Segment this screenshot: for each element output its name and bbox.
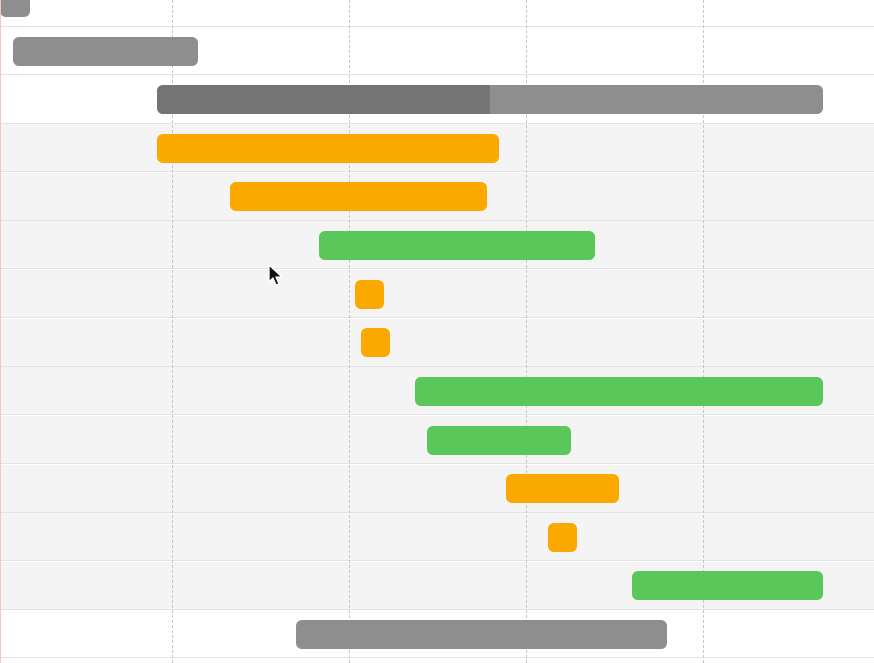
task-bar[interactable]	[506, 474, 619, 503]
gantt-row-12	[0, 562, 874, 610]
summary-bar[interactable]	[296, 620, 667, 649]
gantt-row-0	[0, 0, 874, 27]
task-bar[interactable]	[548, 523, 577, 552]
gantt-row-6	[0, 270, 874, 318]
task-bar[interactable]	[319, 231, 595, 260]
grid-line	[349, 0, 350, 663]
gantt-row-7	[0, 319, 874, 367]
task-bar[interactable]	[355, 280, 384, 309]
left-border	[0, 0, 1, 663]
grid-line	[172, 0, 173, 663]
summary-progress-fill	[157, 85, 490, 114]
task-bar[interactable]	[427, 426, 571, 455]
grid-line	[526, 0, 527, 663]
task-bar[interactable]	[415, 377, 823, 406]
gantt-row-10	[0, 465, 874, 513]
task-bar[interactable]	[632, 571, 823, 600]
task-bar[interactable]	[157, 134, 499, 163]
summary-bar[interactable]	[13, 37, 198, 66]
task-bar[interactable]	[230, 182, 487, 211]
summary-bar[interactable]	[157, 85, 823, 114]
summary-bar[interactable]	[0, 0, 30, 17]
grid-line	[703, 0, 704, 663]
arrow-cursor-icon	[268, 264, 283, 286]
task-bar[interactable]	[361, 328, 390, 357]
gantt-row-11	[0, 513, 874, 561]
